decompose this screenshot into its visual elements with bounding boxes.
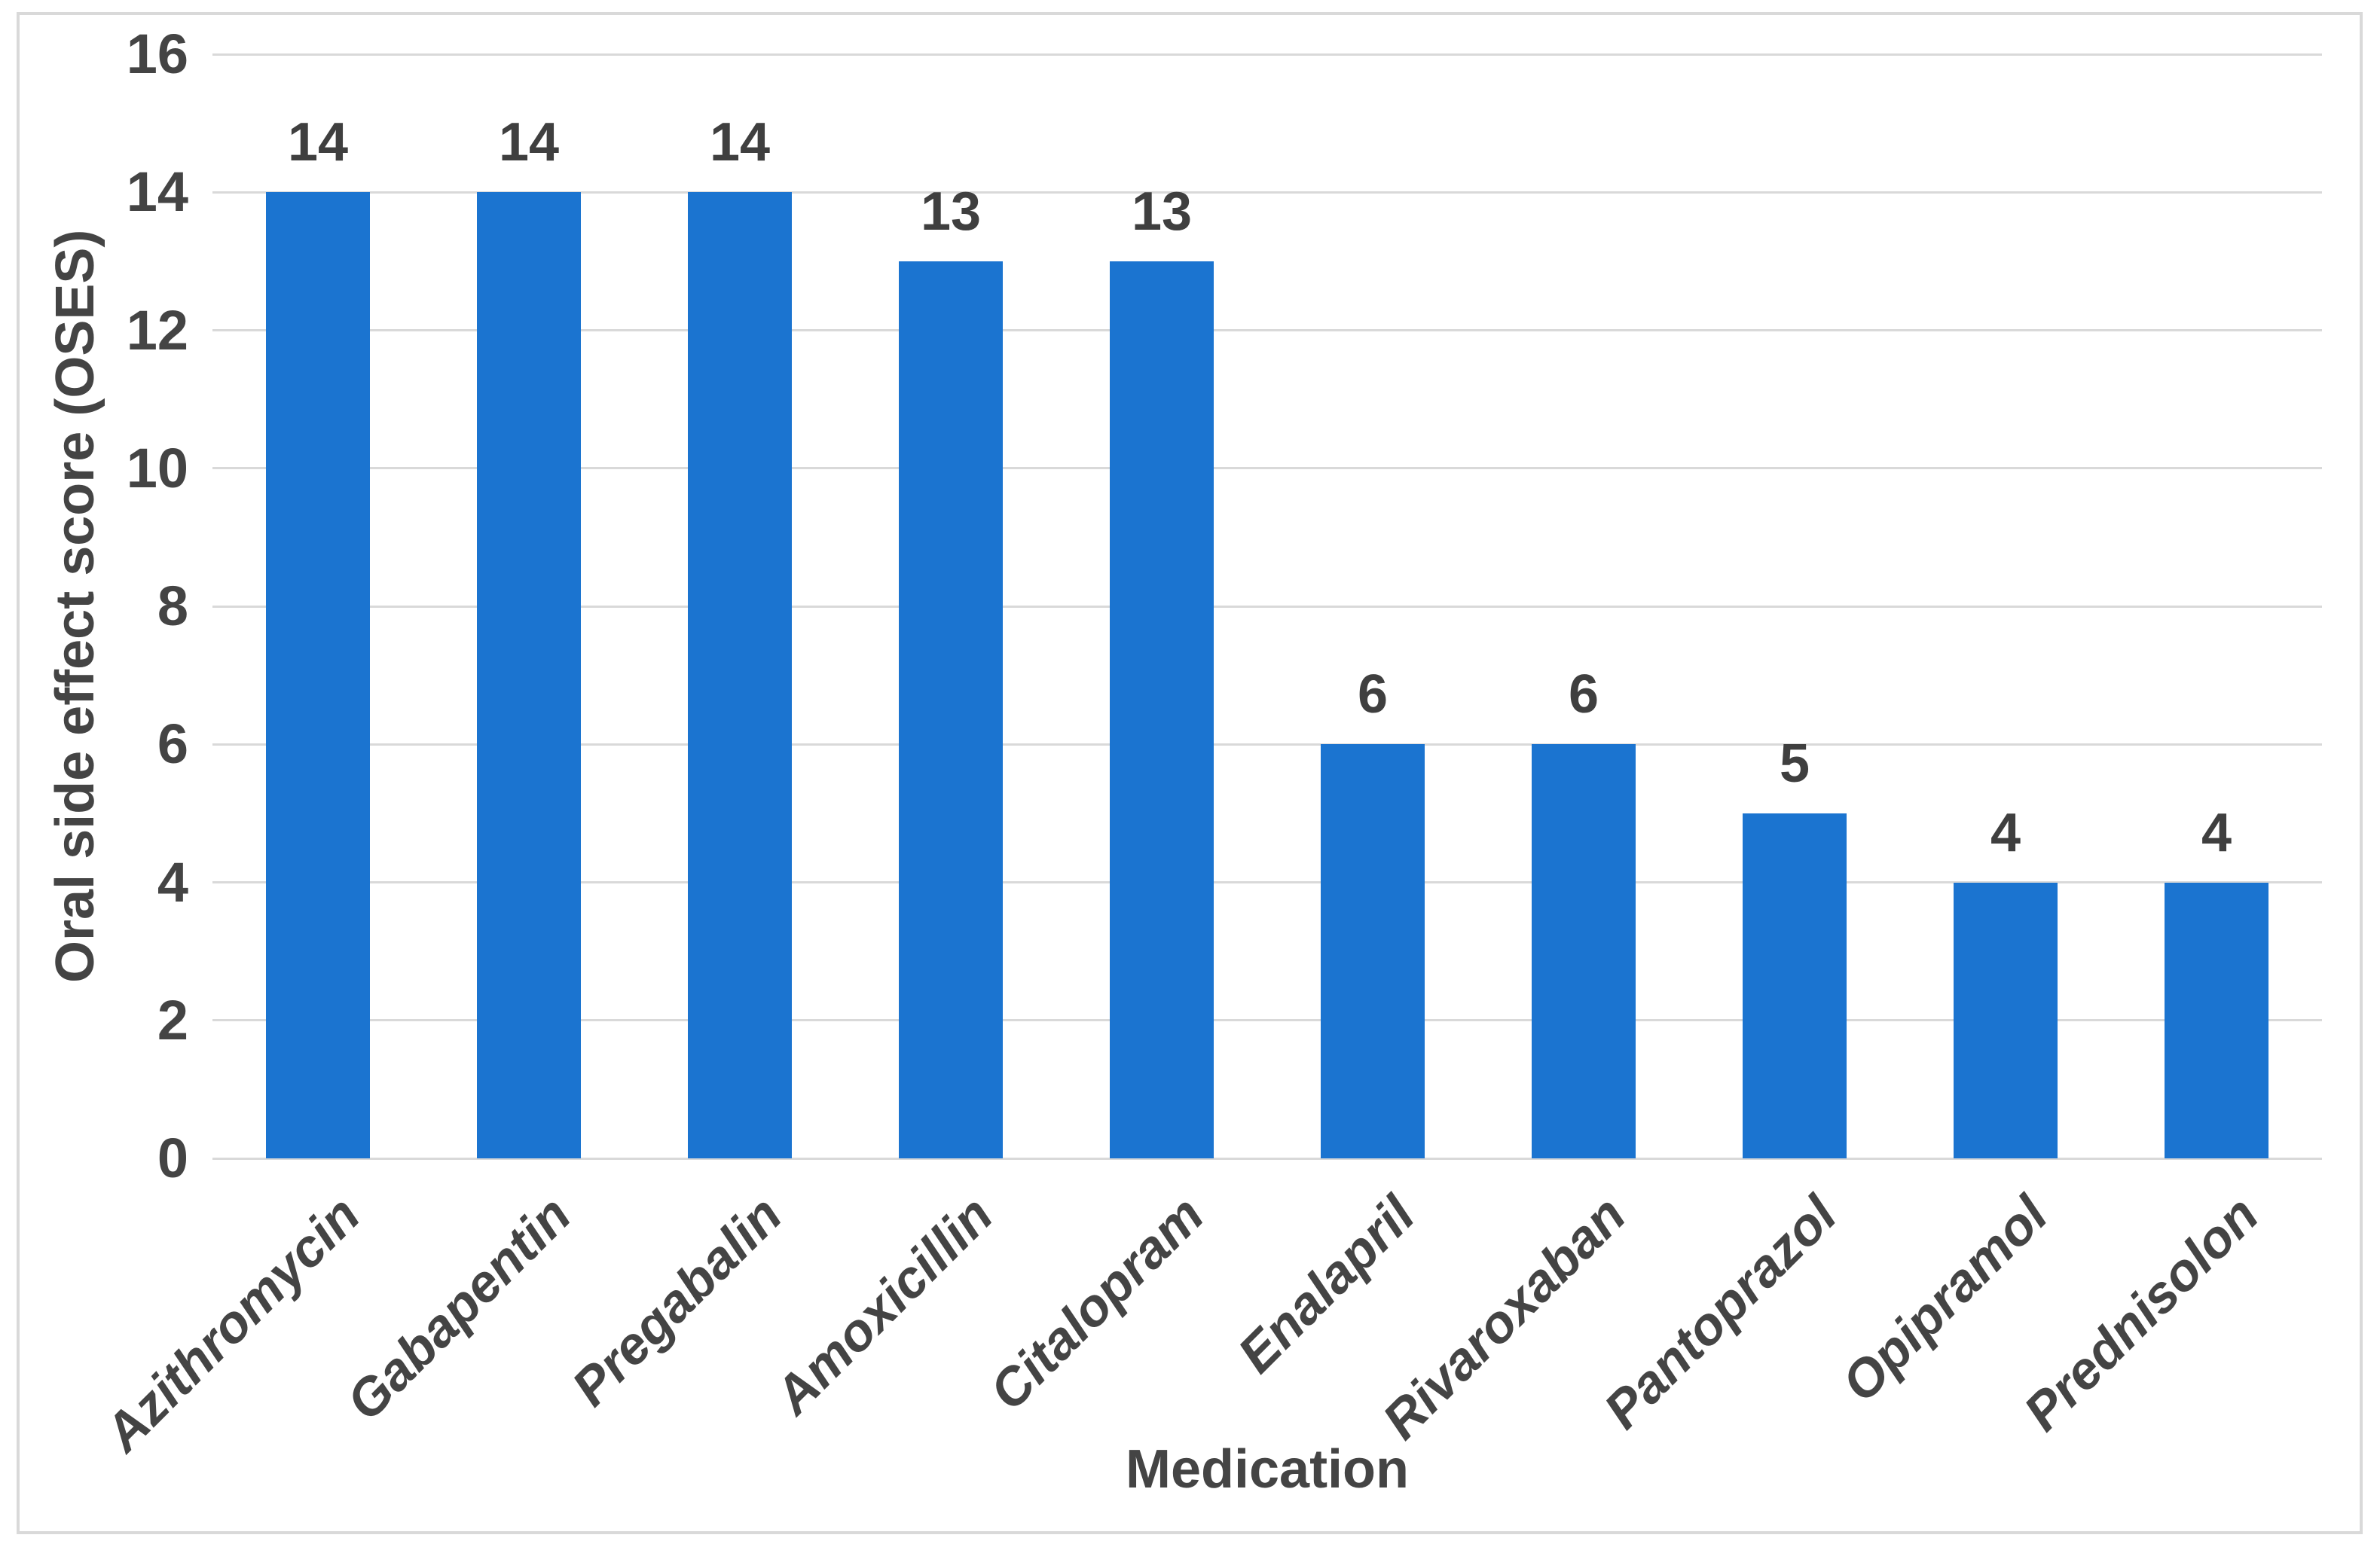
bar-azithromycin: [266, 192, 370, 1158]
gridline-y-10: [212, 467, 2322, 470]
bar-rivaroxaban: [1532, 744, 1636, 1158]
y-tick-label-8: 8: [157, 575, 188, 637]
bar-value-label-opipramol: 4: [1990, 802, 2021, 863]
y-tick-label-6: 6: [157, 712, 188, 776]
y-axis-tick-labels: 0 2 4 6 8 10 12 14 16: [0, 26, 188, 1186]
gridline-y-2: [212, 1019, 2322, 1022]
gridline-y-4: [212, 881, 2322, 883]
y-tick-label-2: 2: [157, 988, 188, 1051]
bar-amoxicillin: [899, 261, 1003, 1158]
gridline-y-8: [212, 605, 2322, 608]
gridline-y-16: [212, 53, 2322, 56]
bar-value-label-enalapril: 6: [1357, 664, 1389, 725]
bar-gabapentin: [477, 192, 581, 1158]
y-tick-label-0: 0: [157, 1127, 188, 1189]
bar-value-label-rivaroxaban: 6: [1568, 664, 1599, 725]
gridline-y-14: [212, 191, 2322, 194]
x-axis-title: Medication: [1125, 1439, 1410, 1500]
y-tick-label-10: 10: [126, 436, 188, 499]
y-tick-label-4: 4: [157, 850, 188, 914]
bar-pantoprazol: [1743, 813, 1847, 1158]
y-tick-label-14: 14: [126, 160, 188, 224]
y-tick-label-16: 16: [126, 23, 188, 85]
bar-value-label-pantoprazol: 5: [1779, 733, 1810, 794]
y-tick-label-12: 12: [126, 298, 188, 362]
bar-value-label-gabapentin: 14: [498, 112, 560, 173]
bar-pregabalin: [688, 192, 792, 1158]
gridline-y-6: [212, 743, 2322, 746]
gridline-y-0: [212, 1157, 2322, 1160]
bar-prednisolon: [2165, 882, 2268, 1158]
bar-value-label-azithromycin: 14: [287, 112, 349, 173]
gridline-y-12: [212, 329, 2322, 331]
bar-opipramol: [1954, 882, 2058, 1158]
bar-value-label-citalopram: 13: [1131, 181, 1193, 242]
bar-enalapril: [1321, 744, 1425, 1158]
plot-area: 14 14 14 13 13 6 6 5 4 4: [212, 53, 2322, 1160]
bar-value-label-pregabalin: 14: [709, 112, 771, 173]
bar-value-label-prednisolon: 4: [2201, 802, 2232, 863]
bar-citalopram: [1110, 261, 1214, 1158]
bar-value-label-amoxicillin: 13: [920, 181, 982, 242]
